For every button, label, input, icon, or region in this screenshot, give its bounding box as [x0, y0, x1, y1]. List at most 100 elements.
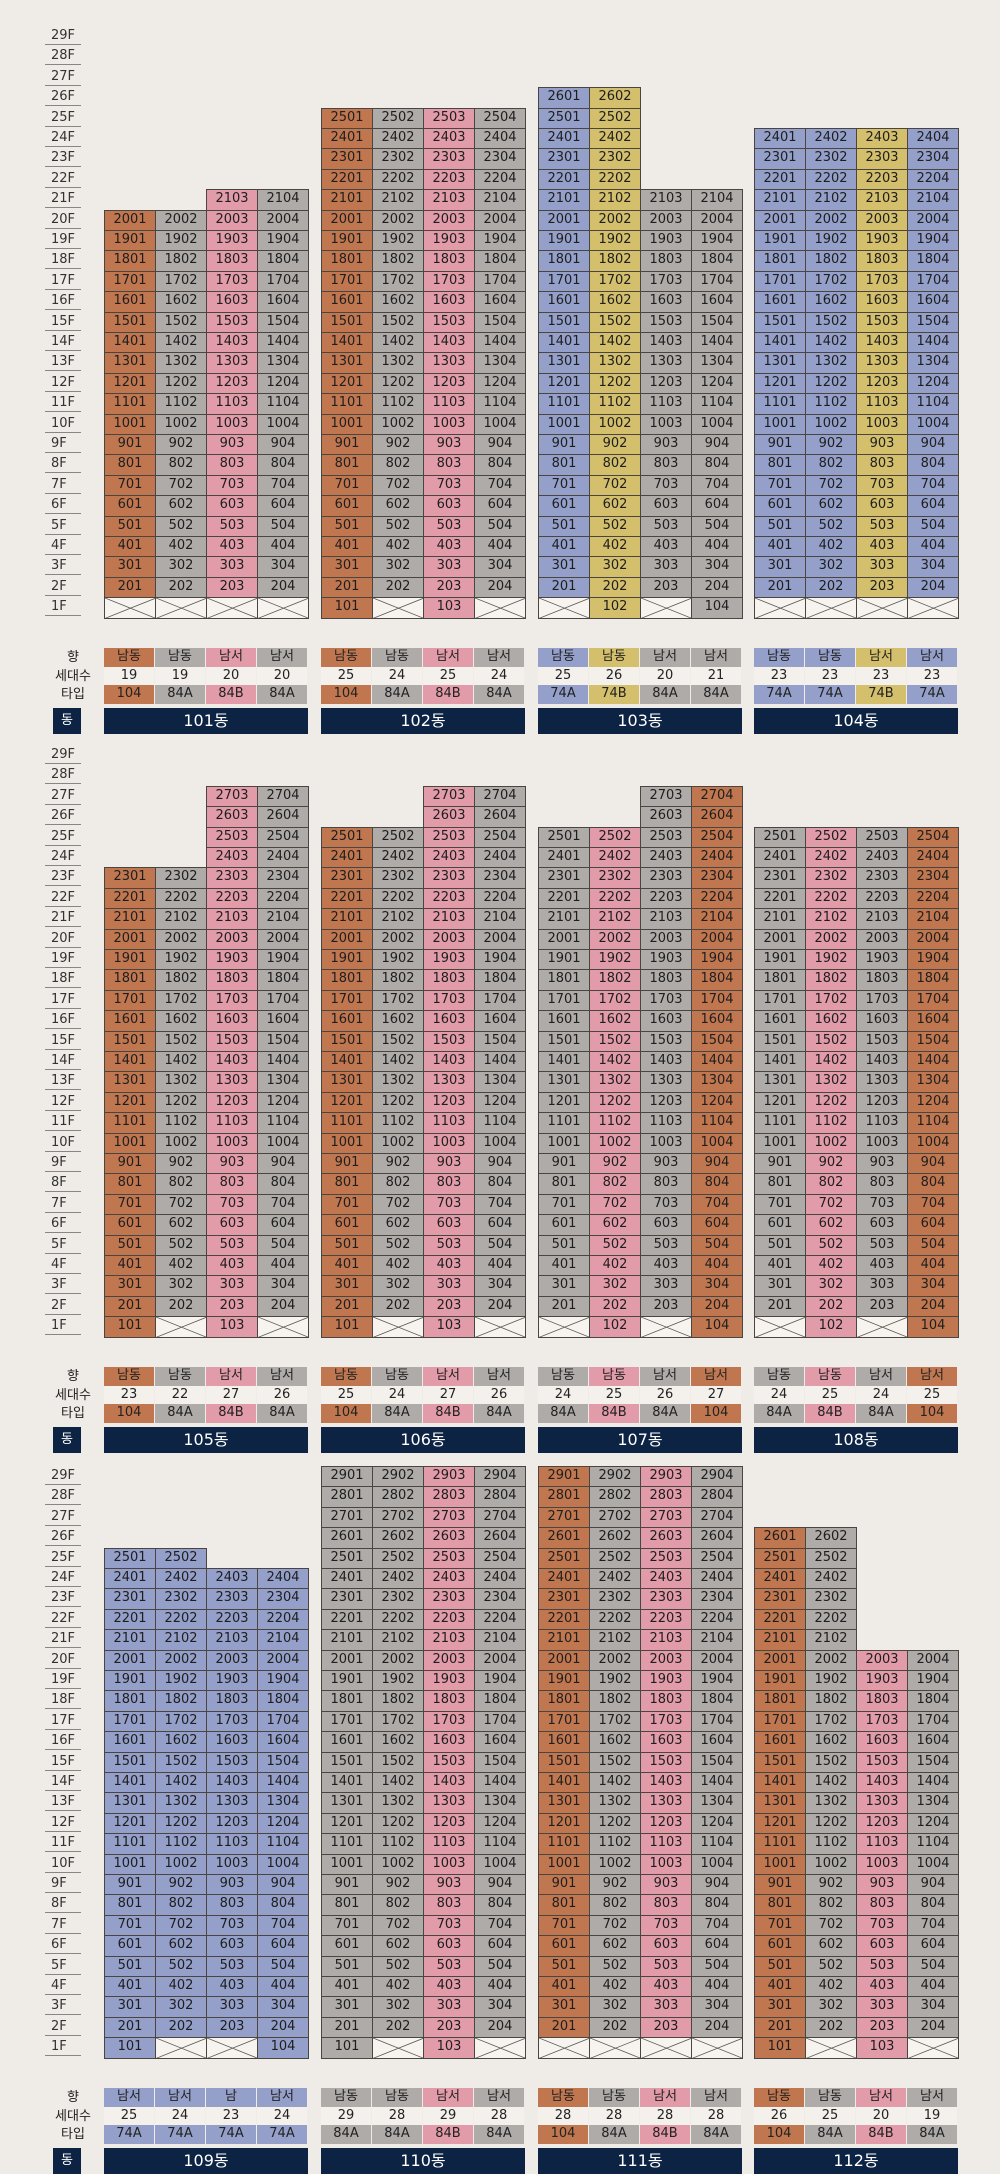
info-households: 28: [589, 2107, 640, 2126]
info-type: 84A: [691, 2125, 742, 2144]
unit-cell: 1803: [423, 250, 475, 272]
unit-cell: 403: [423, 1976, 475, 1998]
unit-cell: 2403: [856, 128, 908, 150]
unit-cell: 604: [691, 1935, 743, 1957]
unit-cell: 1101: [754, 1833, 806, 1855]
info-type: 84B: [805, 1404, 856, 1423]
unit-cell: 2204: [474, 168, 526, 191]
unit-cell: 2202: [589, 1608, 641, 1631]
unit-cell: 2802: [589, 1486, 641, 1508]
unit-cell: 1904: [257, 230, 309, 252]
unit-cell: 2303: [640, 867, 692, 889]
unit-cell: 1803: [206, 1690, 258, 1712]
building-name: 103동: [538, 708, 742, 734]
unit-cell: 2504: [691, 826, 743, 848]
unit-cell: 902: [805, 434, 857, 456]
info-direction: 남서: [257, 1367, 308, 1386]
unit-cell: 1303: [206, 1792, 258, 1814]
building-name: 108동: [754, 1427, 958, 1453]
unit-cell: 601: [321, 1214, 373, 1236]
unit-cell: 203: [856, 1295, 908, 1318]
unit-cell: 2204: [257, 1608, 309, 1631]
unit-cell: 2201: [321, 168, 373, 191]
unit-cell: 1202: [805, 1091, 857, 1114]
unit-cell: 303: [423, 1275, 475, 1297]
unit-cell: 1204: [257, 372, 309, 395]
unit-cell: 1602: [155, 291, 207, 313]
unit-cell: 1702: [805, 989, 857, 1012]
unit-cell: 1404: [474, 332, 526, 354]
unit-cell: 2101: [538, 1629, 590, 1651]
unit-cell: 1601: [754, 1010, 806, 1032]
unit-cell: 903: [856, 1874, 908, 1896]
building-name: 107동: [538, 1427, 742, 1453]
unit-cell: 2202: [372, 1608, 424, 1631]
unit-cell: 1104: [474, 1833, 526, 1855]
unit-cell: 1603: [206, 1731, 258, 1753]
unit-cell: 504: [691, 515, 743, 537]
unit-cell: 1604: [691, 1010, 743, 1032]
unit-cell: 801: [538, 1894, 590, 1916]
info-direction: 남동: [754, 2088, 805, 2107]
unit-cell: 1201: [104, 1812, 156, 1835]
non-unit-cell: [754, 1316, 806, 1338]
unit-cell: 1302: [589, 1071, 641, 1093]
info-households: 23: [907, 667, 958, 686]
unit-cell: 1301: [104, 1071, 156, 1093]
unit-cell: 803: [640, 454, 692, 476]
unit-cell: 2001: [104, 928, 156, 950]
info-households: 20: [257, 667, 308, 686]
unit-cell: 1904: [474, 230, 526, 252]
unit-cell: 1804: [474, 1690, 526, 1712]
unit-cell: 1904: [474, 949, 526, 971]
unit-cell: 702: [155, 1193, 207, 1216]
unit-cell: 1901: [754, 230, 806, 252]
unit-cell: 1803: [640, 250, 692, 272]
unit-cell: 1604: [474, 1010, 526, 1032]
unit-cell: 2404: [257, 847, 309, 869]
unit-cell: 904: [257, 434, 309, 456]
unit-cell: 2704: [257, 785, 309, 808]
info-direction: 남동: [805, 1367, 856, 1386]
info-direction: 남서: [474, 2088, 525, 2107]
info-households: 19: [907, 2107, 958, 2126]
unit-cell: 1003: [856, 1132, 908, 1154]
unit-cell: 1801: [104, 1690, 156, 1712]
unit-cell: 901: [754, 1153, 806, 1175]
floor-label: 17F: [45, 271, 81, 290]
unit-cell: 2504: [474, 1547, 526, 1569]
unit-cell: 1503: [206, 1030, 258, 1052]
unit-cell: 2003: [640, 1649, 692, 1671]
unit-cell: 802: [589, 1173, 641, 1195]
unit-cell: 503: [206, 1234, 258, 1256]
unit-cell: 1004: [691, 413, 743, 435]
unit-cell: 603: [206, 495, 258, 517]
info-households: 19: [155, 667, 206, 686]
floor-label: 12F: [45, 373, 81, 392]
unit-cell: 902: [372, 1874, 424, 1896]
unit-cell: 901: [754, 1874, 806, 1896]
unit-cell: 801: [321, 454, 373, 476]
unit-cell: 402: [372, 1976, 424, 1998]
unit-cell: 1101: [538, 393, 590, 415]
row-label-type: 타입: [61, 1406, 85, 1421]
unit-cell: 804: [907, 1173, 959, 1195]
unit-cell: 1202: [155, 1091, 207, 1114]
unit-cell: 1203: [423, 372, 475, 395]
floor-label: 13F: [45, 1071, 81, 1091]
unit-cell: 203: [856, 576, 908, 599]
unit-cell: 301: [538, 1275, 590, 1297]
unit-cell: 1704: [907, 270, 959, 293]
unit-cell: 1904: [691, 230, 743, 252]
unit-cell: 1401: [104, 1772, 156, 1794]
floor-label: 15F: [45, 1752, 81, 1771]
unit-cell: 2402: [805, 128, 857, 150]
unit-cell: 2004: [474, 928, 526, 950]
unit-cell: 1702: [155, 989, 207, 1012]
unit-cell: 1303: [206, 352, 258, 374]
unit-cell: 1104: [474, 1112, 526, 1134]
unit-cell: 1302: [155, 1071, 207, 1093]
unit-cell: 1304: [691, 352, 743, 374]
floor-label: 1F: [45, 597, 81, 617]
unit-cell: 2102: [589, 189, 641, 211]
